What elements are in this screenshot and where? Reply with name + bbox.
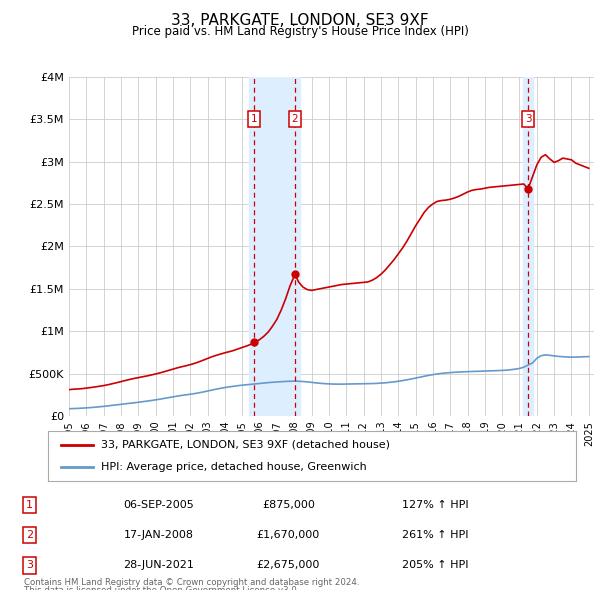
Text: Price paid vs. HM Land Registry's House Price Index (HPI): Price paid vs. HM Land Registry's House … bbox=[131, 25, 469, 38]
Text: HPI: Average price, detached house, Greenwich: HPI: Average price, detached house, Gree… bbox=[101, 462, 367, 472]
Text: 2: 2 bbox=[26, 530, 33, 540]
Text: 127% ↑ HPI: 127% ↑ HPI bbox=[402, 500, 469, 510]
Bar bbox=[523, 77, 533, 416]
Text: 28-JUN-2021: 28-JUN-2021 bbox=[124, 560, 194, 570]
Text: 06-SEP-2005: 06-SEP-2005 bbox=[124, 500, 194, 510]
Bar bbox=[249, 77, 300, 416]
Text: This data is licensed under the Open Government Licence v3.0.: This data is licensed under the Open Gov… bbox=[24, 586, 299, 590]
Text: 33, PARKGATE, LONDON, SE3 9XF: 33, PARKGATE, LONDON, SE3 9XF bbox=[171, 13, 429, 28]
Text: 3: 3 bbox=[26, 560, 33, 570]
Text: 1: 1 bbox=[251, 114, 257, 124]
Text: 205% ↑ HPI: 205% ↑ HPI bbox=[402, 560, 469, 570]
Text: 3: 3 bbox=[524, 114, 531, 124]
Text: £1,670,000: £1,670,000 bbox=[257, 530, 320, 540]
Text: £875,000: £875,000 bbox=[262, 500, 314, 510]
Text: 17-JAN-2008: 17-JAN-2008 bbox=[124, 530, 194, 540]
Text: 33, PARKGATE, LONDON, SE3 9XF (detached house): 33, PARKGATE, LONDON, SE3 9XF (detached … bbox=[101, 440, 390, 450]
Text: Contains HM Land Registry data © Crown copyright and database right 2024.: Contains HM Land Registry data © Crown c… bbox=[24, 578, 359, 587]
Text: £2,675,000: £2,675,000 bbox=[257, 560, 320, 570]
Text: 2: 2 bbox=[292, 114, 298, 124]
Text: 261% ↑ HPI: 261% ↑ HPI bbox=[402, 530, 469, 540]
Text: 1: 1 bbox=[26, 500, 33, 510]
